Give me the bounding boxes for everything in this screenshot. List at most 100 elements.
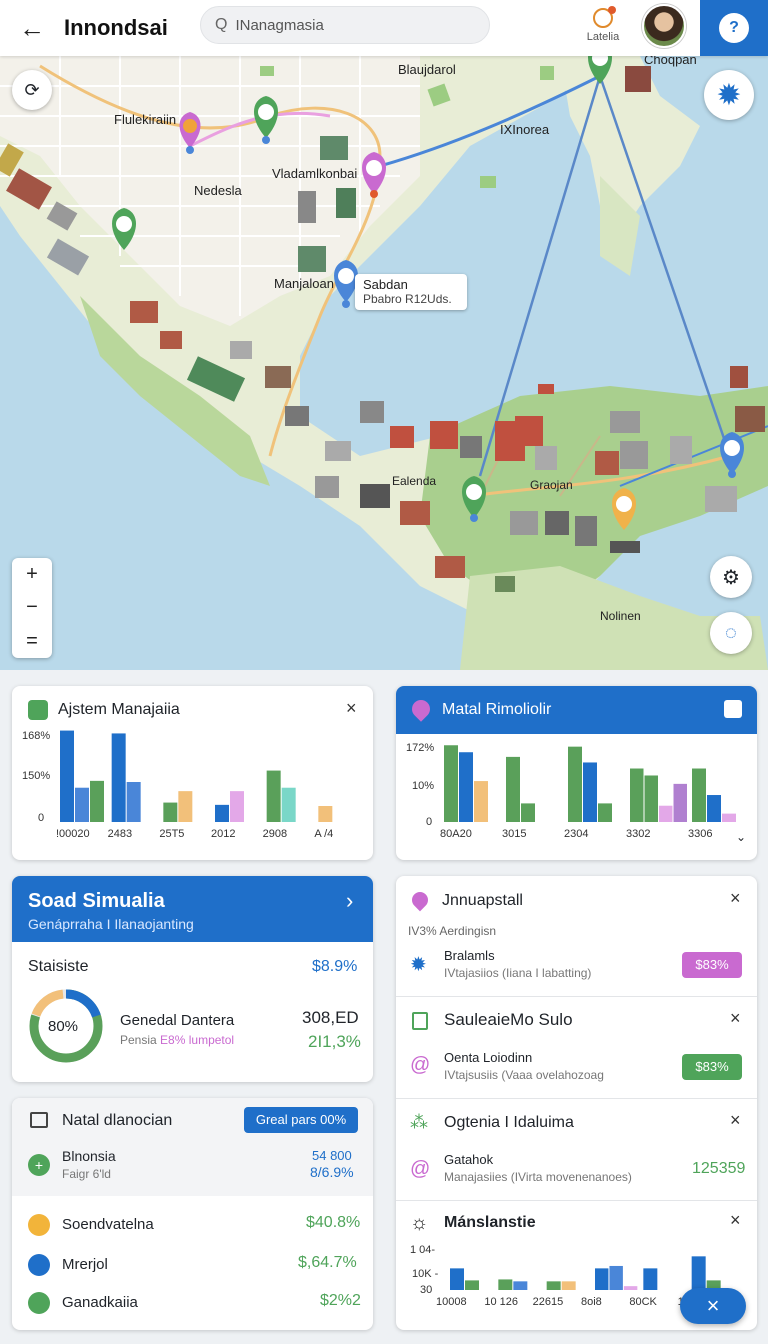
callout-subtitle: Pbabro R12Uds.: [363, 292, 452, 306]
close-icon: ×: [706, 1293, 720, 1318]
x-tick-label: 10 126: [484, 1296, 518, 1308]
x-tick-label: 80A20: [440, 828, 472, 840]
chevron-down-icon[interactable]: ⌄: [736, 830, 747, 844]
bar: [465, 1280, 479, 1290]
export-icon[interactable]: [724, 700, 742, 718]
y-tick: 1 04-: [410, 1244, 436, 1256]
item-sub: IVtajasiios (Iiana I labatting): [444, 966, 592, 980]
zoom-control: + − =: [12, 558, 52, 658]
coastal-forest: [80, 296, 270, 486]
y-tick: 10%: [412, 780, 435, 792]
zoom-in-button[interactable]: +: [26, 563, 38, 586]
pin-icon: [408, 696, 434, 722]
x-tick-label: 2012: [211, 828, 236, 840]
bar: [630, 768, 644, 822]
row-value: $,64.7%: [298, 1254, 357, 1271]
close-card5-button[interactable]: ×: [730, 888, 741, 908]
settings-icon: ⚙: [722, 566, 740, 589]
bar: [598, 803, 612, 822]
bar: [568, 746, 582, 822]
close-card8-button[interactable]: ×: [730, 1210, 741, 1230]
bar: [126, 782, 141, 822]
bar: [318, 806, 333, 822]
search-field[interactable]: Q INanagmasia: [200, 6, 490, 44]
card5-sub: IV3% Aerdingisn: [408, 924, 497, 938]
goal-pill[interactable]: Greal pars 00%: [244, 1107, 358, 1133]
row-title: Genedal Dantera: [120, 1012, 235, 1029]
card7-title: Ogtenia I Idaluima: [444, 1114, 574, 1131]
map-label-f: Nedesla: [194, 183, 242, 198]
row-title: Mrerjol: [62, 1256, 108, 1273]
row-title: Blnonsia: [62, 1148, 116, 1164]
stat-value: $8.9%: [312, 958, 358, 975]
lock-icon: [28, 1292, 50, 1314]
item-pill[interactable]: $83%: [682, 952, 742, 978]
close-fab-button[interactable]: ×: [680, 1288, 746, 1324]
item-pill[interactable]: $83%: [682, 1054, 742, 1080]
layers-button[interactable]: ⚙: [710, 556, 752, 598]
notification-button[interactable]: Latelia: [580, 6, 626, 52]
progress-donut: [29, 989, 103, 1063]
bar: [215, 804, 229, 822]
close-card6-button[interactable]: ×: [730, 1008, 741, 1028]
bar: [644, 775, 658, 822]
row-sub: Pensia E8% lumpetol: [120, 1033, 234, 1047]
bar: [673, 783, 687, 822]
donut-label: 80%: [48, 1018, 79, 1035]
natal-card: Natal dlanocian Greal pars 00% + Blnonsi…: [12, 1098, 373, 1330]
bar: [75, 787, 89, 822]
bar: [706, 1280, 721, 1290]
x-tick-label: 10008: [436, 1296, 467, 1308]
refresh-icon: ⟳: [24, 79, 40, 100]
sheet-icon: [412, 1012, 428, 1030]
map-settings-button[interactable]: ✹: [704, 70, 754, 120]
bar: [521, 803, 535, 822]
bar: [506, 756, 520, 822]
bar: [722, 813, 736, 822]
map-label-b: Choqpan: [644, 56, 697, 67]
row-sub-highlight: E8% lumpetol: [160, 1033, 235, 1047]
bar: [163, 802, 178, 822]
location-button[interactable]: ?: [700, 0, 768, 56]
drop-icon: [28, 1254, 50, 1276]
x-tick-label: 8oi8: [581, 1296, 602, 1308]
plus-icon[interactable]: +: [28, 1154, 50, 1176]
zoom-mid-button[interactable]: −: [26, 596, 38, 619]
shield-icon: [28, 700, 48, 720]
x-tick-label: 22615: [532, 1296, 564, 1308]
refresh-map-button[interactable]: ⟳: [12, 70, 52, 110]
system-chart-card: Ajstem Manajaiia × 168% 150% 0 !00020 248…: [12, 686, 373, 860]
row-sub-label: Pensia: [120, 1033, 157, 1047]
y-tick: 30: [420, 1284, 433, 1296]
back-button[interactable]: ←: [0, 0, 64, 56]
recenter-button[interactable]: ◌: [710, 612, 752, 654]
card2-header: Matal Rimoliolir: [396, 686, 757, 734]
search-icon: Q: [215, 16, 228, 33]
map-label-j: Nolinen: [600, 609, 641, 623]
close-card7-button[interactable]: ×: [730, 1110, 741, 1130]
map-label-h: Ealenda: [392, 474, 437, 488]
item-sub: Manajasiies (IVirta movenenanoes): [444, 1170, 632, 1184]
northern-peninsula: [560, 56, 700, 236]
card1-title: Ajstem Manajaiia: [58, 701, 180, 718]
bar: [459, 752, 473, 822]
map-view[interactable]: Blaujdarol Choqpan Flulekiraiin IXInorea…: [0, 56, 768, 670]
card6-title: SauleaieMo Sulo: [444, 1010, 573, 1029]
y-tick: 0: [426, 816, 433, 828]
card3-header[interactable]: Soad Simualia Genáprraha I Ilanaojanting…: [12, 876, 373, 942]
bar: [60, 730, 74, 822]
x-tick-label: 2483: [107, 828, 133, 840]
chart3-plot: [450, 1256, 721, 1290]
x-tick-label: !00020: [56, 828, 90, 840]
zoom-out-button[interactable]: =: [26, 629, 38, 652]
close-card1-button[interactable]: ×: [346, 698, 357, 718]
map-pins: [112, 56, 744, 530]
map-label-d: IXInorea: [500, 122, 550, 137]
card3-subtitle: Genáprraha I Ilanaojanting: [28, 916, 194, 932]
map-callout[interactable]: Sabdan Pbabro R12Uds.: [355, 274, 467, 310]
row-pct: 8/6.9%: [310, 1164, 354, 1180]
simulation-card: Soad Simualia Genáprraha I Ilanaojanting…: [12, 876, 373, 1082]
bar: [623, 1286, 638, 1290]
user-avatar[interactable]: [642, 4, 686, 48]
amount-pct: 2I1,3%: [308, 1032, 361, 1051]
